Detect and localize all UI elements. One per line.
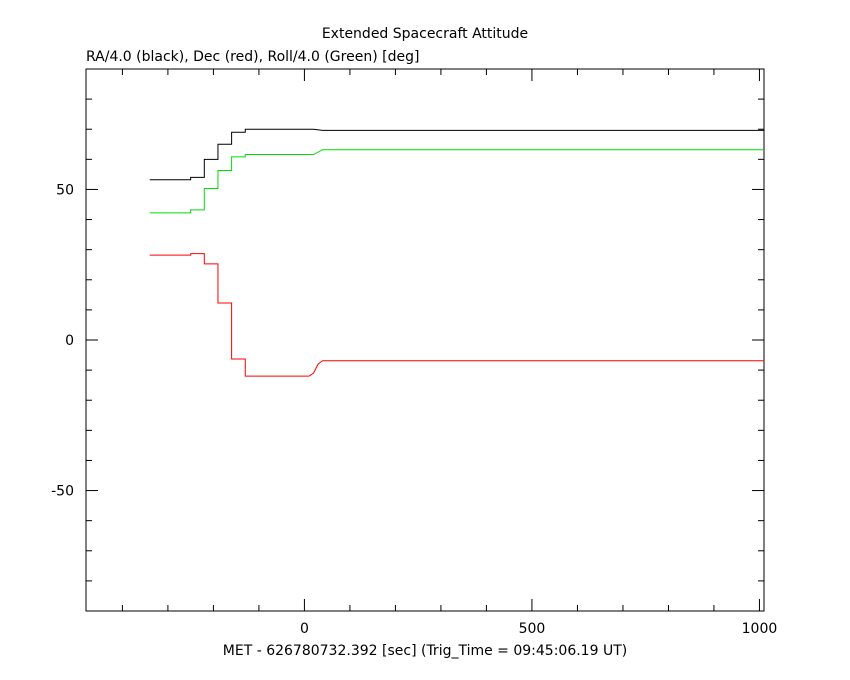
x-tick-label: 500 (519, 621, 546, 637)
roll-series-line (149, 149, 764, 214)
y-tick-label: 0 (65, 333, 74, 349)
axis-tick-labels: 0 500 1000 -50 0 50 (51, 182, 777, 637)
x-tick-label: 0 (300, 621, 309, 637)
series-lines (149, 128, 764, 377)
chart-title: Extended Spacecraft Attitude (322, 26, 528, 42)
plot-frame (85, 68, 765, 612)
axis-ticks (86, 68, 764, 612)
ra-series-line (149, 128, 764, 181)
chart-subtitle: RA/4.0 (black), Dec (red), Roll/4.0 (Gre… (86, 49, 419, 65)
y-tick-label: 50 (56, 182, 74, 198)
x-tick-label: 1000 (742, 621, 778, 637)
y-tick-label: -50 (51, 484, 74, 500)
dec-series-line (149, 253, 764, 377)
x-axis-label: MET - 626780732.392 [sec] (Trig_Time = 0… (223, 643, 627, 659)
